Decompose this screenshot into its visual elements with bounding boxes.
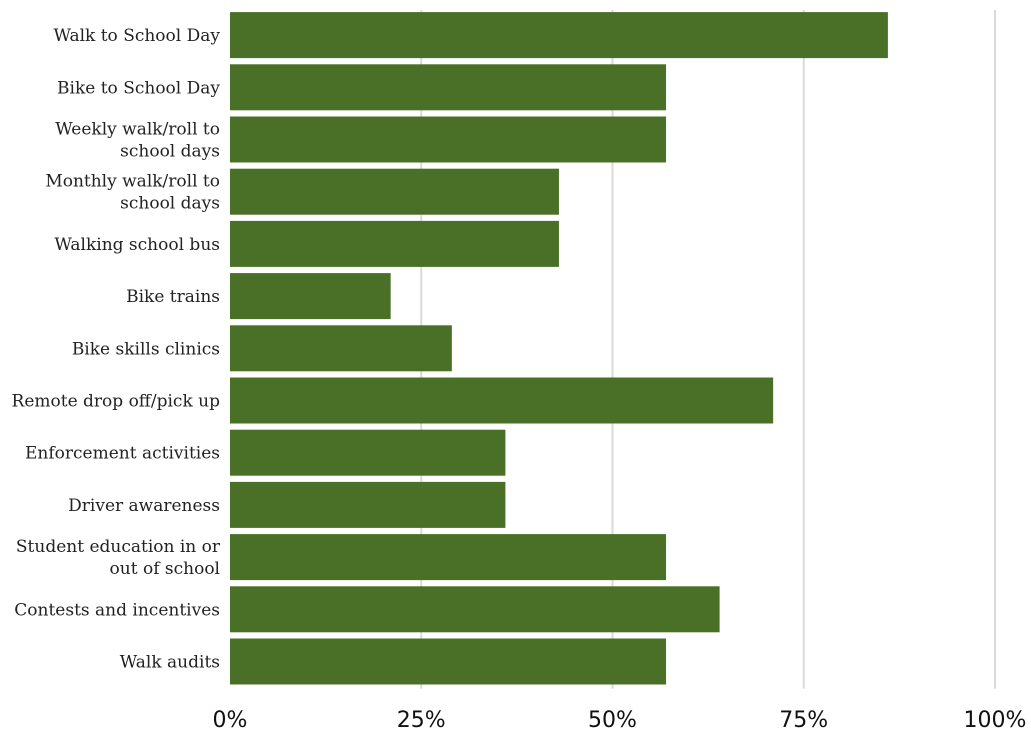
category-labels: Walk to School Day Bike to School Day Week…: [12, 26, 221, 672]
x-axis-tick-labels: 0% 25% 50% 75% 100%: [213, 708, 1027, 730]
category-label: Bike to School Day: [57, 78, 220, 98]
bar: [230, 325, 452, 372]
category-label: Monthly walk/roll to school days: [45, 172, 220, 214]
x-tick-label: 25%: [397, 708, 446, 730]
bar: [230, 168, 559, 215]
category-label: Remote drop off/pick up: [12, 392, 221, 412]
bar: [230, 64, 667, 111]
bar: [230, 116, 667, 163]
category-label: Weekly walk/roll to school days: [55, 120, 220, 162]
x-tick-label: 50%: [588, 708, 637, 730]
bar: [230, 429, 506, 476]
bar: [230, 534, 667, 581]
bar: [230, 586, 720, 633]
bar: [230, 273, 391, 320]
category-label: Enforcement activities: [25, 444, 220, 464]
x-tick-label: 75%: [779, 708, 828, 730]
bar: [230, 12, 888, 59]
bar: [230, 377, 774, 424]
category-label: Bike trains: [126, 287, 220, 307]
category-label: Contests and incentives: [14, 600, 220, 620]
bars: [230, 12, 888, 685]
bar: [230, 220, 559, 267]
x-tick-label: 100%: [964, 708, 1027, 730]
category-label: Walk to School Day: [53, 26, 220, 46]
category-label: Walk audits: [120, 653, 220, 673]
category-label: Bike skills clinics: [72, 339, 220, 359]
x-tick-label: 0%: [213, 708, 248, 730]
category-label: Student education in or out of school: [16, 537, 221, 579]
bar: [230, 638, 667, 685]
category-label: Walking school bus: [54, 235, 220, 255]
category-label: Driver awareness: [68, 496, 220, 516]
bar: [230, 481, 506, 528]
